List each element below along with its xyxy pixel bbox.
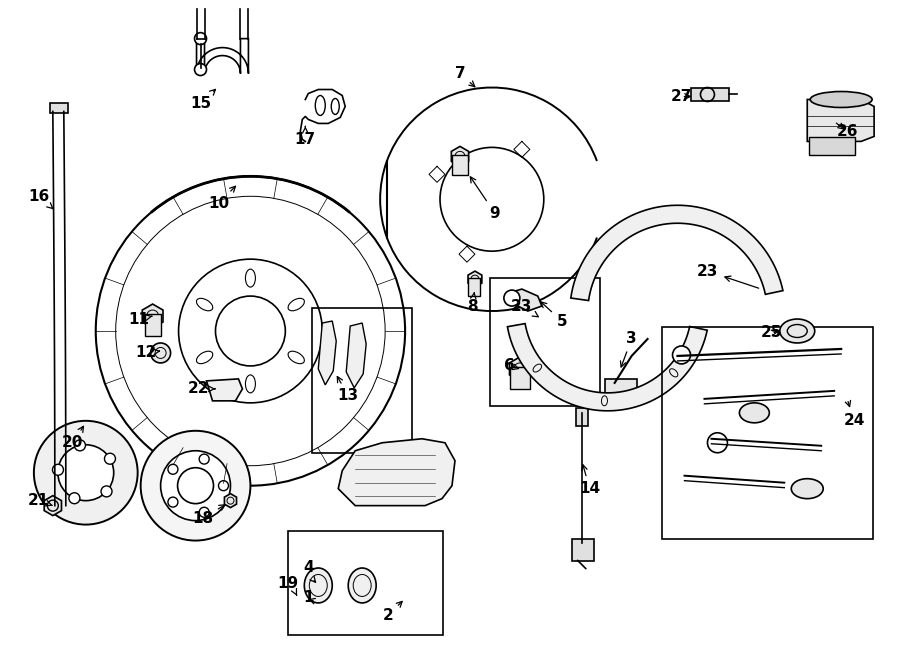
Polygon shape bbox=[571, 206, 783, 301]
Text: 10: 10 bbox=[208, 186, 236, 211]
Text: 12: 12 bbox=[135, 346, 159, 360]
Text: 7: 7 bbox=[454, 66, 475, 87]
Bar bbox=[468, 278, 480, 296]
Circle shape bbox=[168, 464, 178, 474]
Bar bbox=[452, 155, 468, 175]
Polygon shape bbox=[451, 146, 469, 167]
Text: 4: 4 bbox=[303, 561, 313, 576]
Polygon shape bbox=[44, 496, 61, 516]
Bar bbox=[662, 327, 873, 539]
Polygon shape bbox=[319, 321, 337, 385]
Text: 23: 23 bbox=[511, 299, 538, 317]
Polygon shape bbox=[196, 38, 248, 73]
Circle shape bbox=[199, 507, 209, 518]
Text: 26: 26 bbox=[836, 123, 858, 139]
Text: 8: 8 bbox=[466, 293, 477, 313]
Bar bbox=[145, 314, 160, 336]
Text: 15: 15 bbox=[190, 89, 215, 111]
Bar bbox=[572, 539, 594, 561]
Circle shape bbox=[101, 486, 112, 497]
Bar bbox=[50, 500, 68, 510]
Text: 16: 16 bbox=[28, 189, 53, 209]
Ellipse shape bbox=[779, 319, 814, 343]
Text: 21: 21 bbox=[28, 493, 52, 508]
Polygon shape bbox=[508, 289, 542, 311]
Bar bbox=[605, 379, 636, 403]
Circle shape bbox=[150, 343, 171, 363]
Bar bbox=[691, 87, 729, 102]
Circle shape bbox=[58, 445, 113, 500]
Polygon shape bbox=[206, 379, 242, 401]
Ellipse shape bbox=[348, 568, 376, 603]
Text: 23: 23 bbox=[697, 264, 759, 288]
Circle shape bbox=[707, 433, 727, 453]
Bar bbox=[576, 408, 588, 426]
Circle shape bbox=[672, 346, 690, 364]
Bar bbox=[312, 308, 412, 453]
Polygon shape bbox=[807, 100, 874, 141]
Text: 5: 5 bbox=[541, 302, 567, 329]
Polygon shape bbox=[508, 324, 707, 411]
Ellipse shape bbox=[810, 91, 872, 108]
Bar bbox=[50, 104, 68, 114]
Circle shape bbox=[194, 32, 206, 44]
Circle shape bbox=[34, 421, 138, 525]
Bar bbox=[490, 278, 599, 406]
Circle shape bbox=[199, 454, 209, 464]
Text: 19: 19 bbox=[278, 576, 299, 592]
Circle shape bbox=[194, 63, 206, 75]
Text: 14: 14 bbox=[579, 465, 600, 496]
Text: 3: 3 bbox=[620, 331, 637, 367]
Ellipse shape bbox=[791, 479, 824, 498]
Text: 18: 18 bbox=[192, 505, 225, 526]
Text: 9: 9 bbox=[471, 176, 500, 221]
Text: 27: 27 bbox=[670, 89, 692, 104]
Bar bbox=[809, 137, 855, 155]
Circle shape bbox=[52, 464, 64, 475]
Polygon shape bbox=[338, 439, 455, 506]
Circle shape bbox=[168, 497, 178, 507]
Polygon shape bbox=[224, 494, 237, 508]
Circle shape bbox=[160, 451, 230, 521]
Text: 25: 25 bbox=[760, 325, 782, 340]
Circle shape bbox=[504, 290, 520, 306]
Text: 11: 11 bbox=[128, 311, 152, 327]
Text: 13: 13 bbox=[338, 377, 359, 403]
Polygon shape bbox=[142, 304, 163, 328]
Circle shape bbox=[75, 440, 86, 451]
Circle shape bbox=[219, 481, 229, 490]
Circle shape bbox=[69, 492, 80, 504]
Circle shape bbox=[95, 176, 405, 486]
Ellipse shape bbox=[740, 403, 770, 423]
Text: 1: 1 bbox=[303, 590, 313, 605]
Text: 2: 2 bbox=[382, 602, 402, 623]
Polygon shape bbox=[509, 357, 530, 381]
Bar bbox=[510, 367, 530, 389]
Polygon shape bbox=[468, 271, 482, 287]
Ellipse shape bbox=[304, 568, 332, 603]
Text: 6: 6 bbox=[505, 358, 518, 373]
Bar bbox=[288, 531, 443, 635]
Polygon shape bbox=[346, 323, 366, 388]
Text: 17: 17 bbox=[294, 126, 316, 147]
Text: 20: 20 bbox=[62, 426, 84, 450]
Text: 22: 22 bbox=[188, 381, 215, 397]
Circle shape bbox=[140, 431, 250, 541]
Circle shape bbox=[104, 453, 115, 464]
Text: 24: 24 bbox=[843, 401, 865, 428]
